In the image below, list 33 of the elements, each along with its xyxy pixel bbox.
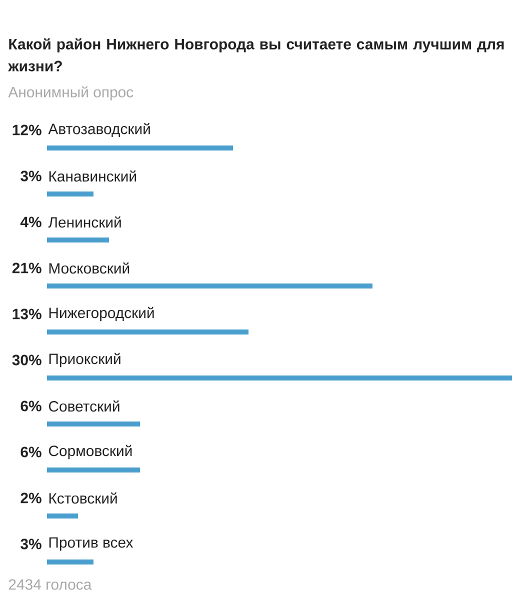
bar — [47, 284, 372, 289]
data-label: 2% — [20, 492, 42, 504]
y-tick-label: Против всех — [49, 537, 134, 551]
bar — [47, 514, 78, 519]
data-label: 3% — [20, 538, 42, 550]
bar — [47, 422, 140, 427]
data-label: 6% — [20, 446, 42, 458]
data-label: 12% — [12, 124, 42, 136]
bar — [47, 238, 109, 243]
data-label: 30% — [12, 354, 42, 366]
bar — [47, 560, 94, 565]
y-tick-label: Автозаводский — [48, 122, 150, 138]
text: 2434 голоса — [8, 579, 92, 590]
y-tick-label: Советский — [48, 400, 120, 412]
chart-title: Какой район Нижнего Новгорода вы считаете самым лучшим для жизни? — [8, 38, 504, 72]
y-tick-label: Канавинский — [49, 170, 136, 182]
data-label: 13% — [12, 308, 42, 320]
bar — [47, 468, 140, 473]
y-tick-label: Нижегородский — [49, 306, 154, 322]
bar — [47, 192, 94, 197]
chart-subtitle: Анонимный опрос — [8, 86, 134, 100]
y-tick-label: Кстовский — [49, 492, 117, 504]
y-tick-label: Сормовский — [48, 444, 132, 460]
y-tick-label: Московский — [49, 262, 130, 274]
data-label: 4% — [20, 216, 42, 228]
data-label: 6% — [20, 400, 42, 412]
bar — [47, 330, 248, 335]
bar — [47, 146, 233, 151]
y-tick-label: Ленинский — [48, 216, 121, 228]
bar — [47, 376, 512, 381]
y-tick-label: Приокский — [49, 352, 120, 368]
data-label: 21% — [12, 262, 42, 274]
data-label: 3% — [20, 170, 42, 182]
